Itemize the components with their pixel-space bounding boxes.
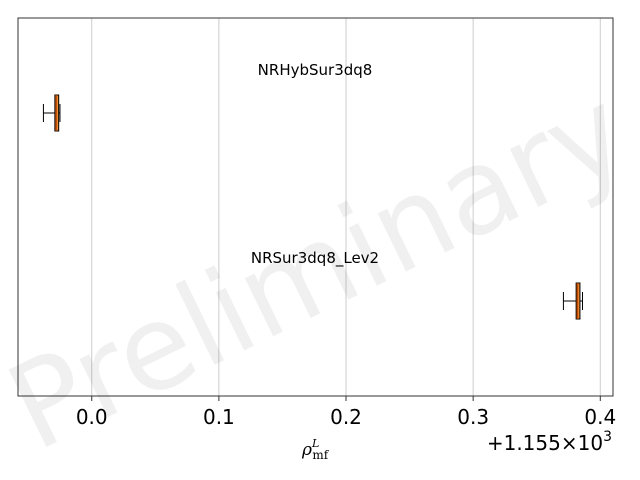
x-ticks: 0.0 0.1 0.2 0.3 0.4 bbox=[76, 396, 616, 429]
x-tick-label: 0.4 bbox=[584, 405, 616, 429]
x-tick-label: 0.2 bbox=[330, 405, 362, 429]
watermark: Preliminary bbox=[0, 61, 640, 477]
series-label: NRSur3dq8_Lev2 bbox=[251, 249, 379, 268]
x-tick-label: 0.3 bbox=[457, 405, 489, 429]
plot-frame bbox=[17, 17, 614, 397]
x-axis-label: ρL mf bbox=[301, 437, 330, 462]
box-plots bbox=[42, 94, 583, 320]
series-labels: NRHybSur3dq8 NRSur3dq8_Lev2 bbox=[251, 61, 379, 268]
series-label: NRHybSur3dq8 bbox=[258, 61, 373, 79]
x-offset-label: +1.155×103 bbox=[487, 429, 612, 455]
x-tick-label: 0.1 bbox=[203, 405, 235, 429]
x-tick-label: 0.0 bbox=[76, 405, 108, 429]
grid-lines bbox=[91, 18, 601, 396]
